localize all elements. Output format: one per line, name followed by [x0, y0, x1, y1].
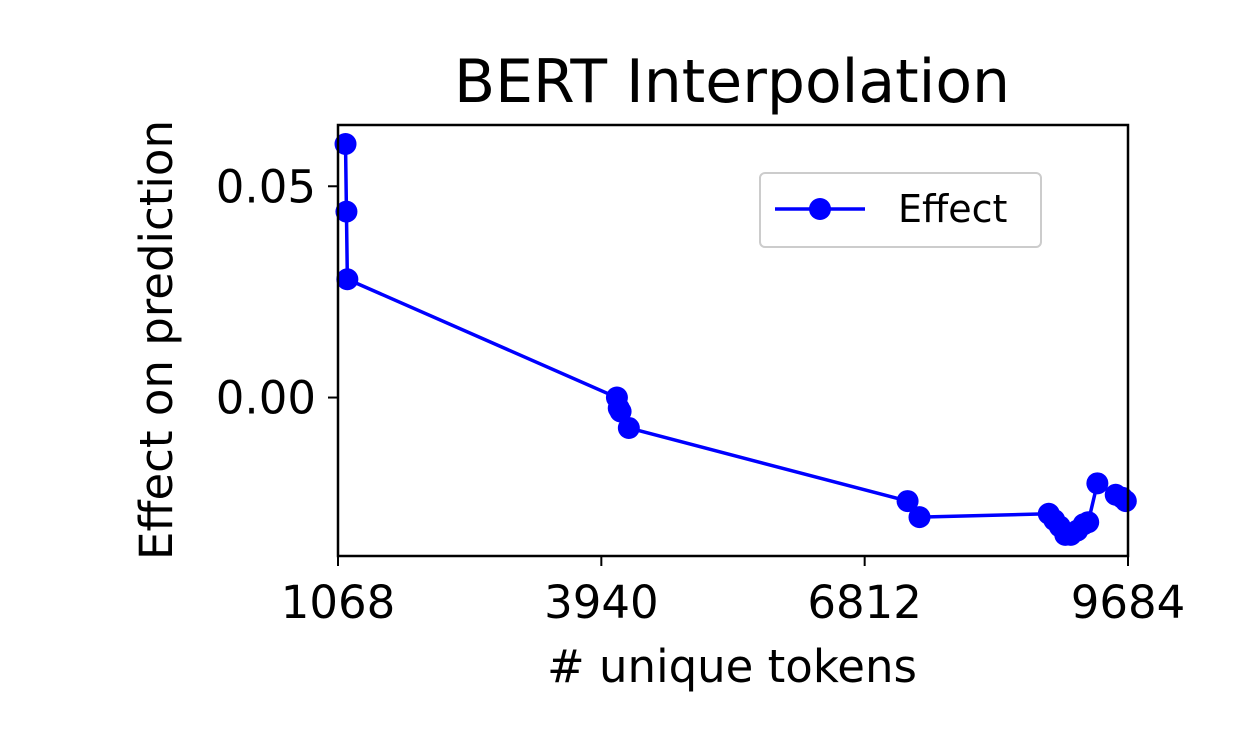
- data-point: [896, 490, 919, 513]
- data-point: [1086, 472, 1109, 495]
- legend: Effect: [759, 172, 1042, 248]
- legend-marker-sample: [809, 198, 831, 220]
- data-point: [1114, 490, 1137, 513]
- y-axis-label: Effect on prediction: [130, 120, 183, 560]
- data-point: [1077, 511, 1100, 534]
- data-point: [908, 506, 931, 529]
- legend-label-effect: Effect: [898, 187, 1007, 231]
- series-layer: [334, 133, 1137, 546]
- x-tick-label: 1068: [281, 576, 396, 629]
- y-tick-label: 0.00: [216, 372, 316, 425]
- y-tick-label: 0.05: [216, 160, 316, 213]
- plot-frame: [336, 123, 1130, 558]
- chart-title: BERT Interpolation: [454, 47, 1010, 117]
- data-point: [335, 200, 358, 223]
- data-point: [609, 400, 632, 423]
- data-point: [334, 133, 357, 156]
- y-axis-ticks: 0.00 0.05: [216, 160, 338, 425]
- x-tick-label: 6812: [807, 576, 922, 629]
- x-axis-label: # unique tokens: [547, 640, 917, 693]
- legend-box: [759, 172, 1042, 248]
- x-axis-ticks: 1068 3940 6812 9684: [281, 556, 1186, 629]
- data-point: [617, 416, 640, 439]
- x-tick-label: 3940: [544, 576, 659, 629]
- x-tick-label: 9684: [1071, 576, 1186, 629]
- data-point: [336, 268, 359, 291]
